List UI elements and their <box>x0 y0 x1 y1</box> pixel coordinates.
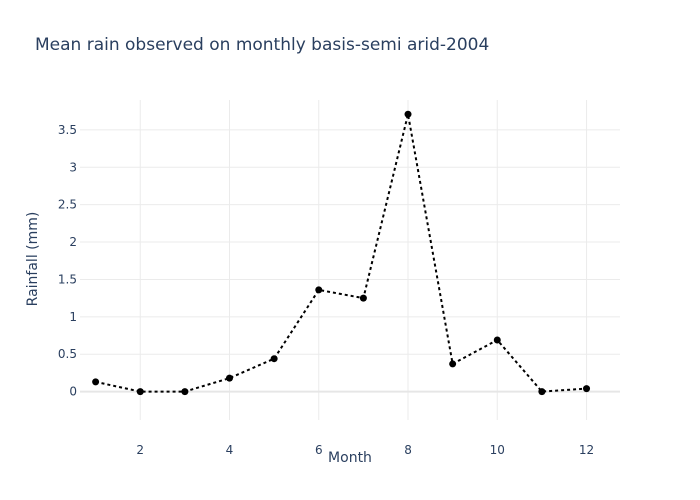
x-tick-label: 8 <box>404 443 412 457</box>
data-point <box>226 374 234 382</box>
data-point <box>404 110 412 118</box>
grid <box>80 100 620 420</box>
data-point <box>583 385 591 393</box>
data-point <box>181 388 189 396</box>
y-tick-label: 0 <box>69 385 77 399</box>
x-axis-ticks: 2 4 6 8 10 12 <box>136 443 594 457</box>
y-axis-title: Rainfall (mm) <box>25 212 41 307</box>
y-tick-label: 2.5 <box>58 198 77 212</box>
y-tick-label: 3 <box>69 160 77 174</box>
x-tick-label: 12 <box>579 443 594 457</box>
data-point <box>359 294 367 302</box>
x-tick-label: 2 <box>136 443 144 457</box>
y-tick-label: 2 <box>69 235 77 249</box>
x-axis-title: Month <box>328 450 372 466</box>
y-tick-label: 1 <box>69 310 77 324</box>
y-tick-label: 3.5 <box>58 123 77 137</box>
y-tick-label: 1.5 <box>58 272 77 286</box>
series-layer <box>92 110 591 396</box>
data-point <box>315 286 323 294</box>
series-line <box>95 113 587 393</box>
chart-title: Mean rain observed on monthly basis-semi… <box>35 35 489 55</box>
data-point <box>136 388 144 396</box>
y-axis-ticks: 0 0.5 1 1.5 2 2.5 3 3.5 <box>58 123 77 399</box>
x-tick-label: 4 <box>226 443 234 457</box>
data-point <box>449 360 457 368</box>
data-point <box>493 336 501 344</box>
data-point <box>270 355 278 363</box>
x-tick-label: 6 <box>315 443 323 457</box>
x-tick-label: 10 <box>490 443 505 457</box>
data-point <box>538 388 546 396</box>
y-tick-label: 0.5 <box>58 347 77 361</box>
data-point <box>92 378 100 386</box>
